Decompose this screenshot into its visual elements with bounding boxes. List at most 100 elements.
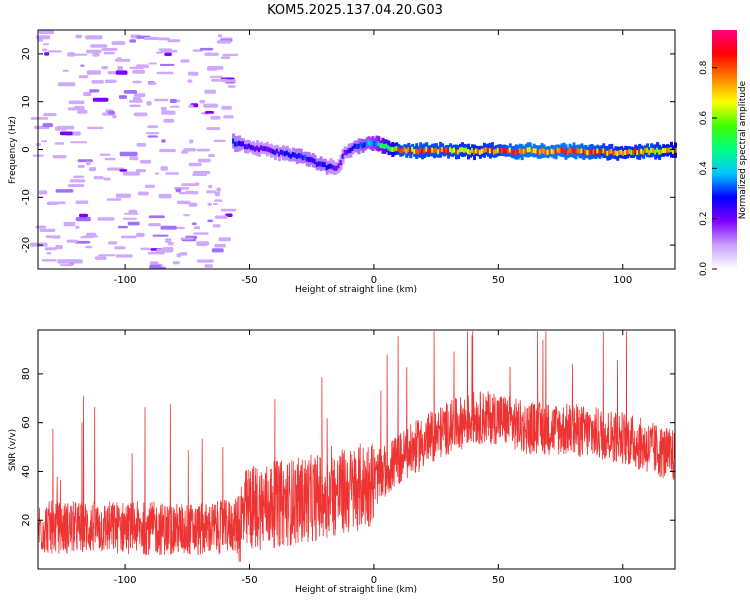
spectrogram-ridge-cell (339, 160, 343, 165)
spectrogram-noise-cell (129, 156, 139, 161)
spectrogram-noise-cell (135, 169, 146, 173)
spectrogram-noise-cell (66, 239, 79, 243)
snr-series-line (37, 331, 676, 563)
spectrogram-ridge-cell (323, 162, 327, 168)
spectrogram-noise-cell (106, 198, 122, 201)
spectrogram-noise-cell (207, 219, 213, 223)
spectrogram-ridge-cell (357, 143, 361, 149)
spectrogram-ridge-cell (417, 149, 421, 155)
spectrogram-ridge-cell (281, 150, 285, 156)
spectrogram-noise-cell (181, 183, 199, 186)
spectrogram-ridge-cell (425, 146, 429, 152)
spectrogram-ridge-cell (327, 164, 331, 170)
spectrogram-ridge-cell (397, 147, 401, 153)
x-tick-label: -50 (241, 275, 257, 286)
spectrogram-ridge-cell (248, 143, 251, 149)
spectrogram-ridge-cell (395, 145, 399, 151)
spectrogram-noise-cell (103, 177, 111, 181)
spectrogram-noise-cell (47, 50, 62, 53)
spectrogram-noise-cell (42, 48, 48, 52)
spectrogram-noise-cell (207, 68, 218, 71)
spectrogram-noise-cell (214, 215, 228, 219)
spectrogram-noise-cell (188, 162, 202, 167)
spectrogram-ridge-cell (275, 148, 279, 154)
spectrogram-ridge-cell (337, 163, 341, 169)
spectrogram-ridge-cell (530, 149, 534, 154)
spectrogram-ridge-cell (580, 148, 584, 154)
spectrogram-noise-cell (115, 70, 128, 75)
spectrogram-ridge-cell (526, 147, 530, 153)
spectrogram-ridge-cell (520, 149, 524, 155)
spectrogram-ridge-cell (498, 147, 502, 153)
spectrogram-ridge-cell (391, 147, 395, 152)
spectrogram-noise-cell (180, 59, 190, 63)
spectrogram-noise-cell (127, 221, 140, 226)
spectrogram-ridge-cell (359, 142, 363, 148)
spectrogram-noise-cell (86, 232, 97, 236)
spectrogram-ridge-cell (287, 152, 291, 158)
spectrogram-ridge-cell (295, 154, 299, 159)
spectrogram-ridge-cell (592, 149, 596, 155)
spectrogram-ridge-cell (630, 149, 634, 155)
spectrogram-ridge-cell (411, 146, 415, 152)
spectrogram-noise-cell (99, 153, 111, 156)
spectrogram-ridge-cell (568, 147, 572, 153)
spectrogram-noise-cell (214, 192, 221, 197)
spectrogram-ridge-cell (578, 148, 582, 154)
spectrogram-ridge-cell (445, 147, 449, 153)
spectrogram-noise-cell (86, 70, 101, 75)
spectrogram-ridge-cell (427, 148, 431, 154)
spectrogram-noise-cell (136, 143, 147, 147)
spectrogram-ridge-cell (379, 143, 383, 149)
spectrogram-ridge-cell (508, 147, 512, 153)
spectrogram-noise-cell (30, 117, 49, 120)
spectrogram-noise-cell (73, 175, 84, 179)
spectrogram-noise-cell (112, 114, 117, 119)
spectrogram-ridge-cell (271, 149, 275, 155)
spectrogram-noise-cell (63, 221, 76, 227)
spectrogram-noise-cell (196, 241, 210, 246)
spectrogram-ridge-cell (662, 148, 666, 153)
spectrogram-ridge-cell (502, 147, 506, 153)
spectrogram-ridge-cell (610, 148, 614, 154)
spectrogram-ridge-cell (536, 149, 540, 155)
spectrogram-ridge-cell (329, 163, 333, 169)
spectrogram-y-axis-label: Frequency (Hz) (8, 116, 18, 184)
spectrogram-ridge-cell (335, 165, 339, 171)
spectrogram-ridge-cell (409, 149, 413, 155)
spectrogram-noise-cell (221, 56, 231, 59)
spectrogram-ridge-cell (522, 148, 526, 154)
spectrogram-noise-cell (41, 140, 48, 143)
spectrogram-noise-cell (165, 238, 172, 243)
spectrogram-ridge-cell (518, 148, 522, 154)
spectrogram-noise-cell (38, 190, 48, 195)
spectrogram-noise-cell (55, 245, 63, 250)
spectrogram-noise-cell (80, 64, 85, 67)
x-tick-label: -50 (241, 575, 257, 586)
spectrogram-noise-cell (129, 66, 144, 69)
spectrogram-noise-cell (133, 112, 148, 117)
spectrogram-noise-cell (204, 89, 216, 94)
spectrogram-ridge-cell (244, 144, 247, 150)
snr-y-axis-label: SNR (v/v) (8, 429, 18, 471)
spectrogram-ridge-cell (596, 148, 600, 154)
spectrogram-noise-cell (203, 103, 218, 108)
spectrogram-ridge-cell (469, 149, 472, 155)
spectrogram-ridge-cell (654, 149, 658, 155)
spectrogram-ridge-cell (554, 149, 558, 155)
spectrogram-noise-cell (87, 126, 104, 130)
colorbar-ticks: 0.0 0.2 0.4 0.6 0.8 (699, 60, 717, 276)
spectrogram-noise-cell (133, 97, 142, 101)
spectrogram-noise-cell (227, 85, 236, 88)
spectrogram-x-axis-label: Height of straight line (km) (295, 285, 417, 295)
spectrogram-noise-cell (79, 213, 88, 218)
spectrogram-ridge-cell (620, 149, 624, 155)
spectrogram-noise-cell (216, 187, 221, 192)
spectrogram-ridge-cell (307, 157, 311, 162)
spectrogram-noise-cell (114, 246, 126, 250)
spectrogram-ridge-cell (467, 149, 470, 155)
spectrogram-ridge-cell (634, 148, 638, 153)
spectrogram-noise-cell (206, 127, 221, 131)
spectrogram-noise-cell (132, 69, 145, 74)
x-tick-label: 0 (371, 575, 377, 586)
